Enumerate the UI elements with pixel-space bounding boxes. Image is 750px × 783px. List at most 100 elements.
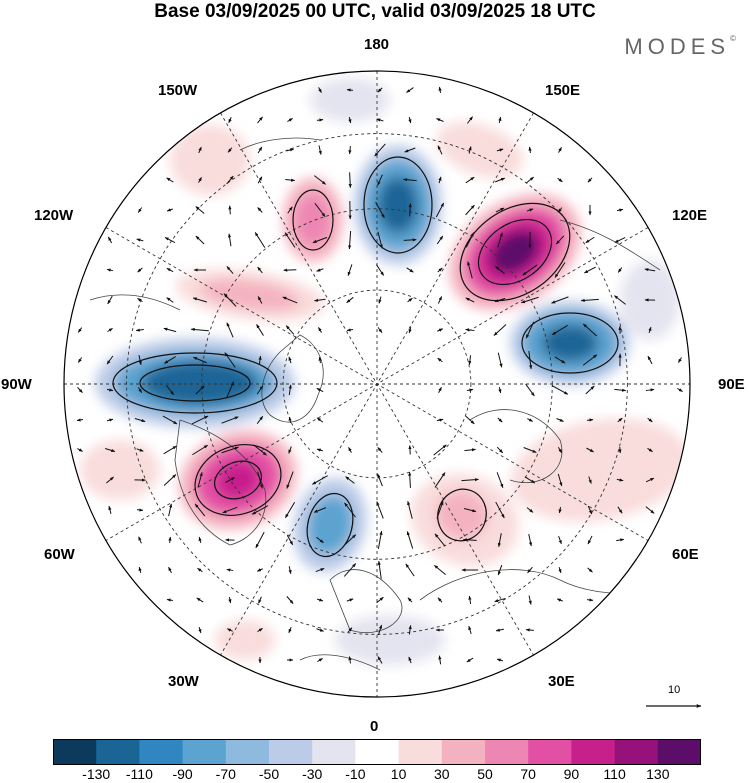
colorbar-tick-label: 30	[434, 766, 450, 782]
wind-vector	[527, 418, 534, 422]
colorbar-tick-label: 50	[477, 766, 493, 782]
wind-vector	[318, 356, 322, 364]
anomaly-center	[295, 194, 331, 246]
wind-vector	[617, 417, 623, 423]
streamline	[292, 189, 334, 251]
wind-vector	[348, 230, 352, 250]
wind-vector	[436, 418, 444, 422]
streamline	[459, 202, 571, 302]
wind-vector	[525, 321, 535, 339]
wind-vector	[586, 598, 594, 602]
colorbar-swatch	[571, 739, 616, 765]
wind-vector	[498, 386, 502, 394]
wind-vector	[106, 418, 114, 422]
wind-vector	[168, 566, 172, 574]
wind-vector	[135, 328, 144, 332]
streamline	[139, 364, 251, 402]
wind-vector	[408, 203, 412, 217]
wind-vector	[528, 595, 532, 605]
wind-vector	[438, 176, 442, 184]
wind-vector	[557, 207, 563, 213]
wind-vector	[580, 298, 599, 302]
wind-vector	[468, 625, 472, 635]
wind-vector	[586, 447, 594, 453]
streamline	[112, 352, 278, 414]
wind-vector	[433, 444, 447, 456]
wind-vector	[257, 296, 263, 304]
wind-vector	[556, 598, 563, 602]
wind-vector	[347, 264, 353, 276]
wind-vector	[408, 656, 412, 664]
wind-vector	[434, 564, 446, 576]
wind-vector	[254, 232, 266, 248]
anomaly-center	[215, 620, 275, 660]
wind-vector	[225, 477, 235, 483]
wind-vector	[437, 267, 443, 273]
wind-vector	[316, 387, 324, 393]
wind-vector	[228, 596, 232, 604]
wind-vector	[551, 324, 568, 336]
wind-vector	[136, 448, 144, 452]
wind-vector	[343, 534, 357, 546]
wind-vector	[106, 355, 114, 365]
wind-vector	[348, 172, 352, 189]
wind-vector	[554, 262, 566, 278]
wind-vector	[166, 208, 173, 212]
colorbar-tick-label: 10	[390, 766, 407, 782]
streamline	[521, 312, 619, 374]
wind-vector	[406, 267, 414, 273]
streamline	[194, 444, 282, 516]
wind-vector	[288, 446, 292, 454]
wind-vector	[312, 475, 328, 485]
wind-vector	[497, 417, 503, 423]
wind-vector	[557, 177, 563, 183]
wind-vector	[587, 535, 593, 545]
wind-vector	[644, 268, 656, 272]
wind-vector	[614, 237, 626, 243]
wind-vector	[258, 355, 262, 364]
wind-vector	[377, 327, 383, 333]
modes-logo: MODES©	[624, 34, 736, 60]
wind-vector	[257, 207, 263, 213]
wind-vector	[166, 267, 174, 273]
wind-vector	[494, 297, 506, 303]
wind-vector	[258, 596, 262, 604]
wind-vector	[106, 388, 114, 392]
wind-vector	[316, 268, 324, 272]
wind-vector	[647, 447, 653, 453]
wind-vector	[524, 476, 536, 484]
colorbar-swatch	[657, 739, 701, 765]
colorbar-tick-label: -110	[125, 766, 153, 782]
wind-vector	[196, 597, 204, 603]
wind-vector	[190, 327, 209, 332]
wind-vector	[346, 328, 354, 332]
wind-vector	[614, 295, 626, 305]
coastline	[89, 294, 181, 311]
wind-vector	[468, 355, 472, 366]
wind-vector	[346, 88, 354, 92]
wind-vector	[288, 627, 292, 634]
wind-vector	[286, 596, 294, 604]
wind-vector	[108, 505, 112, 514]
wind-vector	[407, 297, 413, 303]
wind-vector	[438, 655, 442, 665]
wind-vector	[525, 383, 535, 397]
wind-vector	[195, 206, 205, 214]
wind-vector	[136, 508, 144, 512]
map-title: Base 03/09/2025 00 UTC, valid 03/09/2025…	[154, 1, 596, 22]
wind-vector	[163, 474, 177, 486]
lon-label-60w: 60W	[44, 546, 75, 563]
wind-vector	[257, 116, 263, 124]
wind-vector	[136, 238, 144, 242]
wind-vector	[645, 477, 655, 483]
wind-vector	[318, 145, 322, 155]
wind-vector	[253, 444, 267, 456]
wind-vector	[346, 296, 354, 304]
coastline	[329, 569, 403, 634]
wind-vector	[408, 116, 412, 124]
wind-vector	[616, 478, 624, 482]
wind-vector	[195, 235, 205, 245]
wind-vector	[198, 536, 202, 544]
colorbar-swatch	[485, 739, 529, 765]
wind-vector	[285, 178, 296, 182]
